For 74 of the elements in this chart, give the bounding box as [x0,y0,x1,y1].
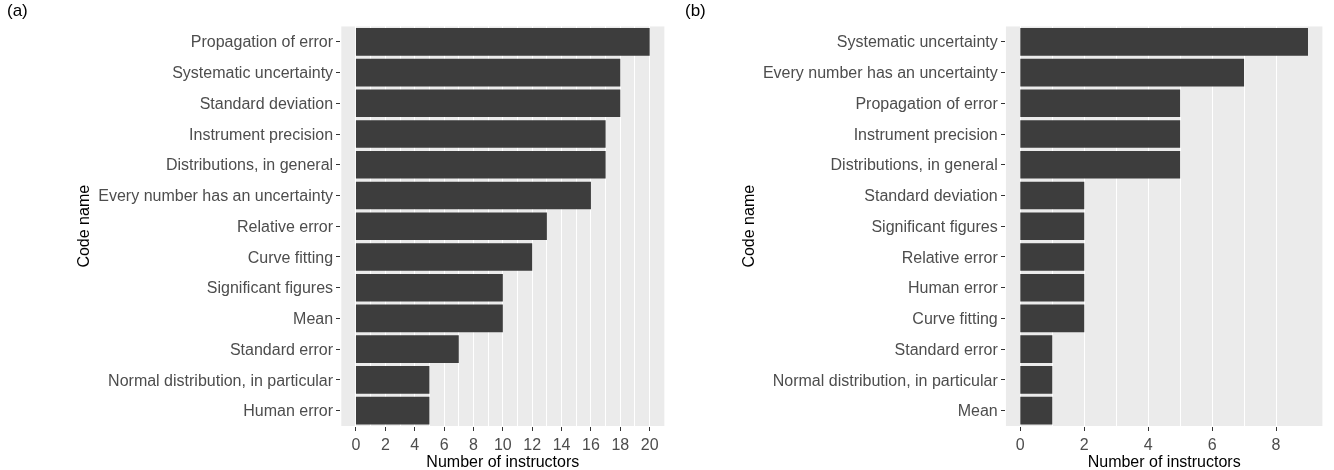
y-tick-label: Curve fitting [247,248,334,266]
y-tick-label: Every number has an uncertainty [98,187,334,205]
y-tick-label: Significant figures [871,217,998,235]
bar [355,366,430,394]
x-tick-label: 6 [1207,436,1217,454]
x-tick-label: 16 [582,436,600,454]
x-axis-title: Number of instructors [426,453,580,470]
bar [355,212,547,241]
x-tick-label: 14 [552,436,571,454]
bar [355,181,591,210]
x-axis-title: Number of instructors [1087,453,1241,470]
y-tick-label: Propagation of error [190,33,334,51]
y-tick-label: Systematic uncertainty [172,64,334,82]
x-tick-label: 18 [611,436,630,454]
y-tick-label: Human error [243,402,334,420]
bar [355,335,459,364]
bar [355,243,533,271]
y-tick-label: Normal distribution, in particular [108,371,334,389]
bar [1020,243,1085,271]
text: (a) [7,1,28,20]
bar [1020,335,1053,364]
bar [355,120,606,148]
bar [1020,89,1181,118]
x-tick-label: 8 [1271,436,1281,454]
bar [355,89,621,118]
x-tick-label: 12 [523,436,542,454]
x-tick-label: 8 [469,436,478,454]
bar [1020,120,1181,148]
x-tick-label: 0 [351,436,361,454]
y-tick-label: Curve fitting [912,310,998,328]
y-tick-label: Systematic uncertainty [836,33,998,51]
y-tick-label: Standard deviation [199,94,334,112]
y-tick-label: Normal distribution, in particular [772,371,999,389]
bar [1020,273,1085,302]
y-tick-label: Standard error [229,340,334,358]
y-axis-title: Code name [75,184,93,268]
bar [355,396,430,425]
text: (b) [685,1,706,20]
bar [1020,150,1181,179]
bar [1020,58,1245,87]
y-tick-label: Standard deviation [864,187,998,205]
x-tick-label: 2 [380,436,390,454]
bar [1020,304,1085,333]
bar [355,58,621,87]
bar [1020,181,1085,210]
y-axis-title: Code name [739,184,757,268]
y-tick-label: Significant figures [206,279,334,297]
y-tick-label: Instrument precision [189,125,334,143]
y-tick-label: Distributions, in general [165,156,334,174]
bar [355,150,606,179]
bar [1020,27,1308,56]
y-tick-label: Relative error [237,217,334,235]
bar [1020,366,1053,394]
x-tick-label: 2 [1079,436,1089,454]
y-tick-label: Propagation of error [855,94,999,112]
x-tick-label: 0 [1015,436,1025,454]
y-tick-label: Relative error [901,248,999,266]
y-tick-label: Instrument precision [853,125,998,143]
y-tick-label: Every number has an uncertainty [762,64,998,82]
bar [355,304,503,333]
x-tick-label: 10 [493,436,512,454]
y-tick-label: Distributions, in general [830,156,998,174]
bar [355,273,503,302]
x-tick-label: 4 [410,436,420,454]
y-tick-label: Human error [907,279,999,297]
x-tick-label: 20 [640,436,659,454]
bar [1020,212,1085,241]
bar [1020,396,1053,425]
y-tick-label: Standard error [894,340,999,358]
x-tick-label: 6 [439,436,449,454]
y-tick-label: Mean [957,402,998,420]
x-tick-label: 4 [1143,436,1153,454]
bar [355,27,650,56]
y-tick-label: Mean [293,310,334,328]
